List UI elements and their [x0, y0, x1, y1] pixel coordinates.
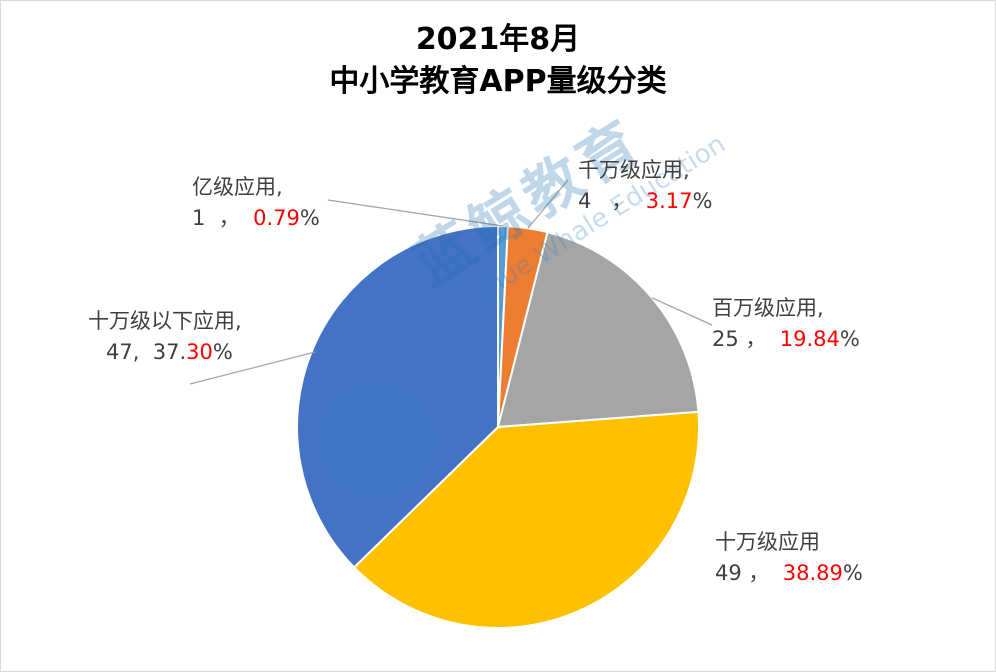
label-name: 十万级以下应用,: [88, 309, 242, 333]
label-name: 十万级应用: [715, 530, 820, 554]
label-name: 亿级应用,: [192, 175, 283, 199]
label-shi-wan-ji: 十万级应用 49 ， 38.89%: [715, 527, 863, 589]
watermark-emblem: [320, 382, 436, 498]
leader-line-2: [651, 297, 713, 326]
leader-line-4: [189, 351, 316, 385]
title-line-1: 2021年8月: [415, 22, 581, 57]
title-line-2: 中小学教育APP量级分类: [329, 64, 667, 99]
leader-line-0: [327, 199, 504, 227]
label-value: 49 ， 38.89%: [715, 561, 863, 585]
label-name: 千万级应用,: [578, 158, 690, 182]
chart-title: 2021年8月 中小学教育APP量级分类: [0, 20, 996, 104]
label-name: 百万级应用,: [712, 296, 824, 320]
label-value: 4 ， 3.17%: [578, 189, 713, 213]
label-yi-ji: 亿级应用, 1 ， 0.79%: [192, 172, 320, 234]
pie-slice-3: [352, 410, 700, 629]
label-value: 25 ， 19.84%: [712, 327, 860, 351]
label-qian-wan-ji: 千万级应用, 4 ， 3.17%: [578, 155, 713, 217]
label-shi-wan-ji-yi-xia: 十万级以下应用, 47, 37.30%: [88, 306, 242, 368]
pie-slice-4: [296, 224, 499, 569]
label-bai-wan-ji: 百万级应用, 25 ， 19.84%: [712, 293, 860, 355]
label-value: 1 ， 0.79%: [192, 206, 320, 230]
leader-line-1: [527, 179, 569, 229]
label-value: 47, 37.30%: [106, 340, 233, 364]
pie-slice-2: [496, 230, 700, 429]
